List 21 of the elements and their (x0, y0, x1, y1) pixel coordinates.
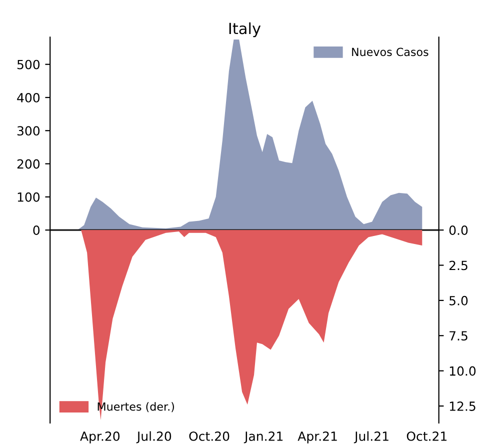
y2-tick-label: 2.5 (449, 260, 468, 270)
chart-title: Italy (229, 22, 261, 38)
legend-label: Nuevos Casos (352, 48, 428, 56)
x-tick-label: Jul.21 (354, 431, 388, 444)
y-tick-label: 400 (17, 92, 40, 102)
x-tick-label: Apr.20 (80, 431, 120, 444)
y2-tick-label: 0.0 (449, 226, 468, 235)
x-tick-label: Jan.21 (244, 431, 283, 444)
x-tick-label: Jul.20 (136, 431, 172, 444)
x-tick-label: Apr.21 (298, 431, 337, 444)
y-tick-label: 500 (17, 60, 40, 70)
y2-tick-label: 10.0 (450, 366, 476, 376)
y-tick-label: 0 (33, 226, 40, 235)
x-tick-label: Oct.20 (189, 431, 230, 441)
x-tick-label: Oct.21 (406, 431, 447, 441)
y2-tick-label: 5.0 (450, 296, 468, 306)
y2-tick-label: 7.5 (450, 331, 468, 341)
y-tick-label: 300 (17, 126, 40, 136)
y-tick-label: 200 (17, 159, 40, 169)
y-tick-label: 100 (18, 192, 40, 202)
y2-tick-label: 12.5 (450, 401, 476, 411)
